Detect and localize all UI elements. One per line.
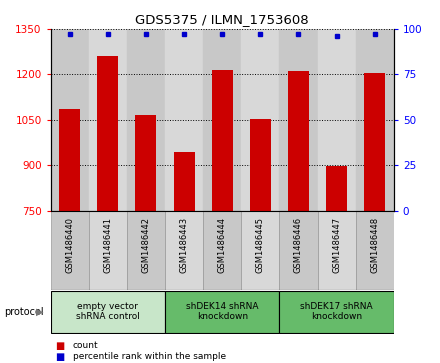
Text: ■: ■ (55, 341, 64, 351)
Bar (288, 72, 309, 211)
Bar (326, 166, 347, 211)
Bar (241, 29, 279, 211)
Text: shDEK17 shRNA
knockdown: shDEK17 shRNA knockdown (300, 302, 373, 321)
Bar (279, 211, 318, 290)
Text: shDEK14 shRNA
knockdown: shDEK14 shRNA knockdown (186, 302, 258, 321)
Bar (51, 291, 165, 333)
Text: protocol: protocol (4, 307, 44, 317)
Text: count: count (73, 341, 98, 350)
Bar (279, 291, 394, 333)
Text: ▶: ▶ (36, 307, 44, 317)
Bar (51, 211, 89, 290)
Bar (97, 56, 118, 211)
Bar (89, 211, 127, 290)
Text: GSM1486445: GSM1486445 (256, 217, 265, 273)
Bar (51, 29, 89, 211)
Bar (250, 119, 271, 211)
Bar (356, 29, 394, 211)
Text: GSM1486440: GSM1486440 (65, 217, 74, 273)
Bar (203, 29, 241, 211)
Bar (165, 291, 279, 333)
Text: GSM1486446: GSM1486446 (294, 217, 303, 273)
Bar (59, 109, 80, 211)
Bar (318, 29, 356, 211)
Bar (89, 29, 127, 211)
Text: empty vector
shRNA control: empty vector shRNA control (76, 302, 140, 321)
Text: GSM1486444: GSM1486444 (218, 217, 227, 273)
Text: ■: ■ (55, 352, 64, 362)
Text: percentile rank within the sample: percentile rank within the sample (73, 352, 226, 361)
Bar (165, 29, 203, 211)
Bar (318, 211, 356, 290)
Bar (364, 73, 385, 211)
Text: GSM1486448: GSM1486448 (370, 217, 379, 273)
Bar (127, 29, 165, 211)
Text: GSM1486441: GSM1486441 (103, 217, 112, 273)
Bar (165, 211, 203, 290)
Bar (174, 151, 194, 211)
Bar (136, 115, 157, 211)
Bar (212, 70, 233, 211)
Bar (279, 29, 318, 211)
Text: GSM1486442: GSM1486442 (141, 217, 150, 273)
Text: GSM1486447: GSM1486447 (332, 217, 341, 273)
Bar (356, 211, 394, 290)
Bar (203, 211, 241, 290)
Text: GSM1486443: GSM1486443 (180, 217, 189, 273)
Bar (127, 211, 165, 290)
Bar (241, 211, 279, 290)
Title: GDS5375 / ILMN_1753608: GDS5375 / ILMN_1753608 (136, 13, 309, 26)
